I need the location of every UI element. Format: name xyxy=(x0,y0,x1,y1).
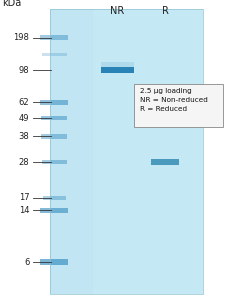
FancyBboxPatch shape xyxy=(134,84,222,127)
Bar xyxy=(149,115,180,121)
Bar xyxy=(40,100,68,105)
Bar xyxy=(50,9,202,294)
Bar xyxy=(41,116,67,120)
Bar xyxy=(40,259,68,265)
Bar xyxy=(100,67,134,74)
Bar xyxy=(50,9,92,294)
Bar xyxy=(50,9,202,294)
Bar xyxy=(40,35,68,40)
Bar xyxy=(100,62,134,67)
Text: 62: 62 xyxy=(19,98,29,107)
Bar xyxy=(41,134,67,139)
Text: 28: 28 xyxy=(19,158,29,166)
Bar xyxy=(40,208,68,213)
Bar xyxy=(151,160,178,165)
Text: 17: 17 xyxy=(19,194,29,202)
Text: 49: 49 xyxy=(19,114,29,123)
Bar xyxy=(43,196,65,200)
Text: NR: NR xyxy=(110,6,124,16)
Text: R: R xyxy=(161,6,168,16)
Bar xyxy=(42,160,66,164)
Bar xyxy=(42,53,66,56)
Text: 14: 14 xyxy=(19,206,29,215)
Text: 198: 198 xyxy=(14,33,29,42)
Text: 38: 38 xyxy=(18,132,29,141)
Text: 6: 6 xyxy=(24,258,29,267)
Text: kDa: kDa xyxy=(2,0,21,8)
Text: 98: 98 xyxy=(19,66,29,75)
Text: 2.5 μg loading
NR = Non-reduced
R = Reduced: 2.5 μg loading NR = Non-reduced R = Redu… xyxy=(139,88,207,112)
